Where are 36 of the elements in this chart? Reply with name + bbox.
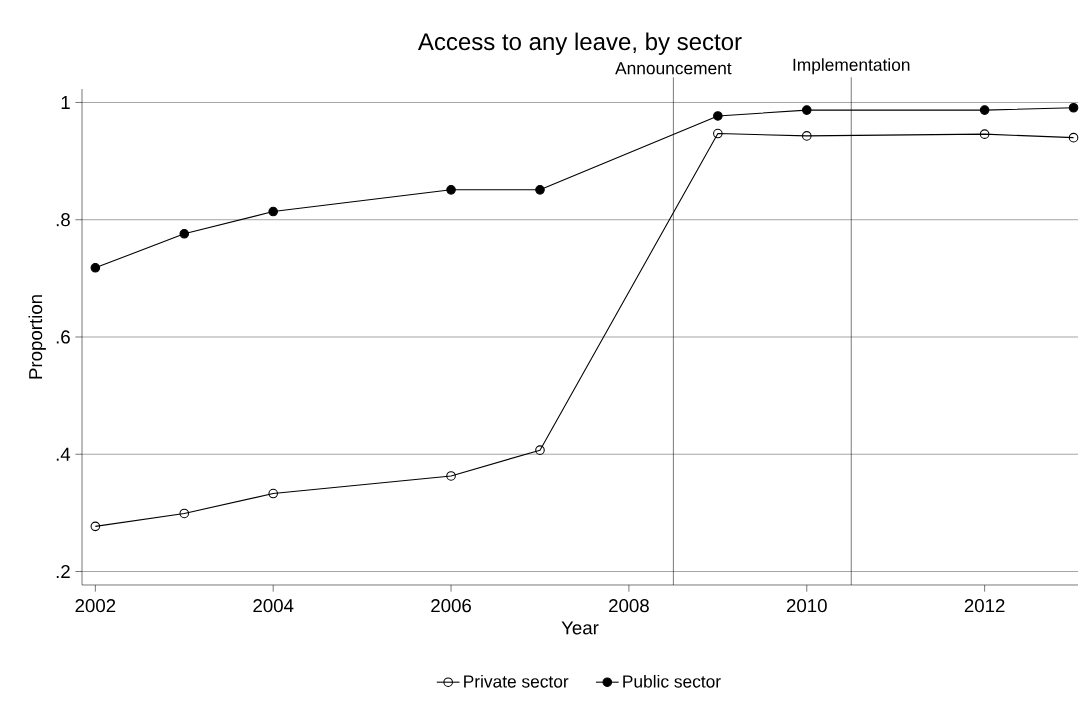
point xyxy=(446,471,456,481)
chart-title: Access to any leave, by sector xyxy=(417,32,742,55)
y-tick-label: .6 xyxy=(56,330,70,344)
point xyxy=(713,128,723,139)
point xyxy=(179,508,190,519)
legend-label: Private sector xyxy=(464,674,569,688)
point xyxy=(179,229,190,239)
point xyxy=(446,185,456,195)
ref-line-label: Implementation xyxy=(793,58,910,75)
x-tick-label: 2002 xyxy=(75,599,116,613)
y-tick-label: .4 xyxy=(56,447,71,461)
x-tick-label: 2004 xyxy=(253,599,294,613)
y-axis-title: Proportion xyxy=(28,295,46,379)
point xyxy=(979,129,990,139)
point xyxy=(1068,102,1079,113)
y-tick-label: .2 xyxy=(56,564,70,579)
y-tick-label: 1 xyxy=(61,96,70,109)
x-tick-label: 2006 xyxy=(431,599,471,613)
y-tick-label: .8 xyxy=(56,213,70,227)
point xyxy=(801,131,812,141)
point xyxy=(268,488,279,499)
x-tick-label: 2008 xyxy=(609,599,649,613)
point xyxy=(979,105,990,115)
point xyxy=(90,521,101,532)
point xyxy=(535,445,545,455)
point xyxy=(1068,132,1079,143)
x-tick-label: 2010 xyxy=(786,599,827,613)
x-tick-label: 2012 xyxy=(964,599,1005,613)
point xyxy=(713,111,723,121)
point xyxy=(268,206,279,217)
legend-label: Public sector xyxy=(623,674,721,688)
point xyxy=(801,105,812,115)
point xyxy=(535,185,545,195)
ref-line-label: Announcement xyxy=(615,62,732,75)
point xyxy=(90,263,101,273)
x-axis-title: Year xyxy=(561,621,599,635)
